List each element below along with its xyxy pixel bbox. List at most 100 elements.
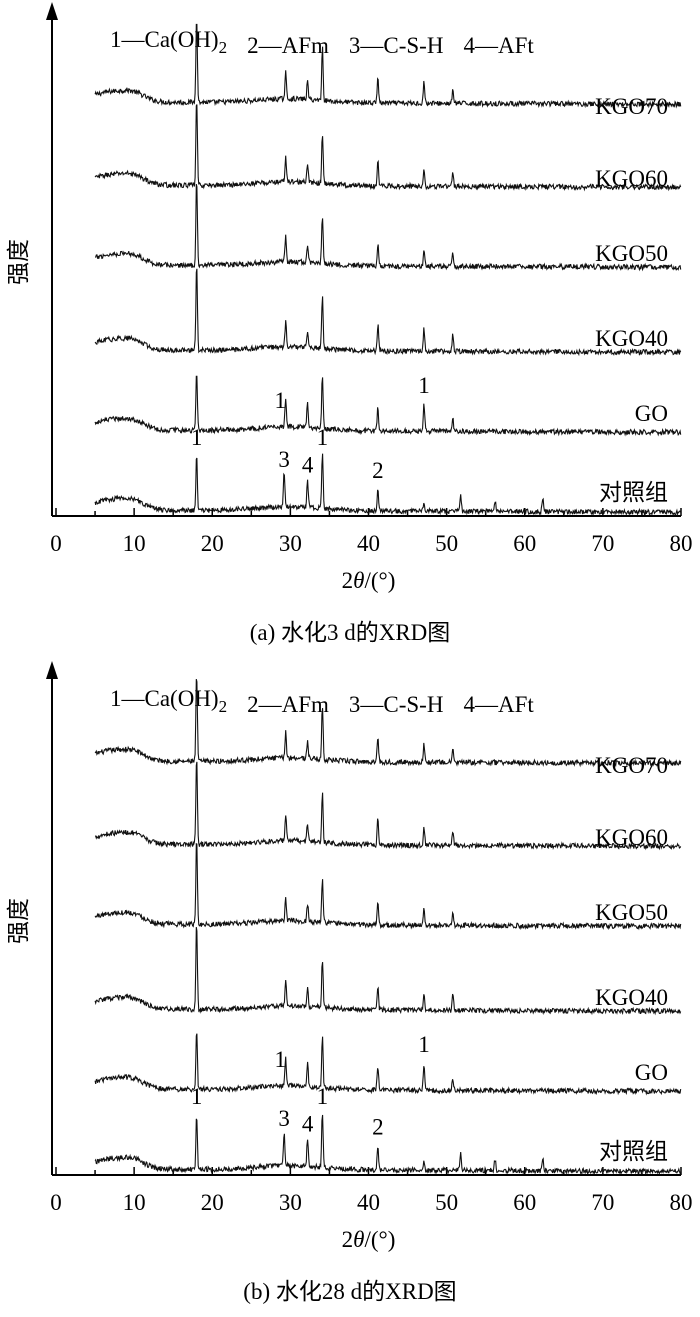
peak-label: 1 xyxy=(274,388,286,413)
series-label: GO xyxy=(635,1060,668,1085)
series-5 xyxy=(94,453,682,517)
peak-label: 1 xyxy=(418,373,430,398)
x-tick-label: 60 xyxy=(513,1190,536,1215)
legend-item-number: 2— xyxy=(247,33,283,58)
x-axis-title: 2θ/(°) xyxy=(342,1227,396,1252)
legend-item-subscript: 2 xyxy=(219,697,228,716)
series-label: KGO50 xyxy=(595,900,668,925)
peak-label: 1 xyxy=(418,1032,430,1057)
y-axis-title: 强度 xyxy=(6,239,31,285)
legend-item-name: Ca(OH) xyxy=(145,27,219,52)
series-label: KGO70 xyxy=(595,753,668,778)
legend-item-number: 3— xyxy=(349,33,385,58)
x-tick-label: 40 xyxy=(357,1190,380,1215)
series-line xyxy=(94,678,682,768)
figure-caption: (b) 水化28 d的XRD图 xyxy=(243,1279,456,1304)
x-axis-title: 2θ/(°) xyxy=(342,568,396,593)
peak-label: 3 xyxy=(278,1106,290,1131)
peak-label: 2 xyxy=(372,458,384,483)
peak-label: 1 xyxy=(191,1084,203,1109)
series-label: KGO40 xyxy=(595,326,668,351)
peak-label: 1 xyxy=(317,1084,329,1109)
x-tick-label: 30 xyxy=(279,531,302,556)
series-label: 对照组 xyxy=(599,1139,668,1164)
legend-item-name: Ca(OH) xyxy=(145,686,219,711)
legend-item-name: C-S-H xyxy=(383,692,443,717)
xrd-chart-3d: 0 10 20 30 40 50 60 70 80 2θ/(°) 强度 1—Ca(OH)2 2—AFm 3… xyxy=(0,0,700,658)
x-tick-label: 20 xyxy=(201,1190,224,1215)
series-label: 对照组 xyxy=(599,480,668,505)
series-0 xyxy=(94,23,682,109)
legend-item-name: AFm xyxy=(282,692,329,717)
y-axis-arrow-icon xyxy=(46,661,58,679)
peak-label: 1 xyxy=(274,1047,286,1072)
x-tick-label: 50 xyxy=(435,531,458,556)
series-4 xyxy=(94,375,682,437)
series-3 xyxy=(94,927,682,1016)
series-label: KGO50 xyxy=(595,241,668,266)
x-tick-label: 0 xyxy=(50,1190,62,1215)
series-label: KGO60 xyxy=(595,825,668,850)
x-tick-label: 70 xyxy=(591,531,614,556)
series-2 xyxy=(94,843,682,931)
series-line xyxy=(94,23,682,109)
x-tick-label: 40 xyxy=(357,531,380,556)
series-line xyxy=(94,1033,682,1096)
series-line xyxy=(94,453,682,517)
legend-item-number: 3— xyxy=(349,692,385,717)
x-tick-label: 80 xyxy=(670,1190,693,1215)
series-line xyxy=(94,268,682,357)
x-tick-label: 50 xyxy=(435,1190,458,1215)
series-3 xyxy=(94,268,682,357)
x-tick-label: 30 xyxy=(279,1190,302,1215)
series-4 xyxy=(94,1033,682,1096)
peak-label: 3 xyxy=(278,447,290,472)
legend: 1—Ca(OH)2 2—AFm 3—C-S-H 4—AFt xyxy=(110,27,534,58)
legend-item-number: 4— xyxy=(463,692,499,717)
x-tick-label: 20 xyxy=(201,531,224,556)
peak-label: 2 xyxy=(372,1114,384,1139)
series-5 xyxy=(94,1114,682,1175)
legend-item-number: 1— xyxy=(110,27,146,52)
legend: 1—Ca(OH)2 2—AFm 3—C-S-H 4—AFt xyxy=(110,686,534,717)
peak-label: 4 xyxy=(302,1112,314,1137)
x-tick-label: 10 xyxy=(123,531,146,556)
x-tick-label: 60 xyxy=(513,531,536,556)
legend-item-number: 1— xyxy=(110,686,146,711)
legend-item-name: C-S-H xyxy=(383,33,443,58)
series-2 xyxy=(95,183,682,272)
peak-label: 1 xyxy=(191,425,203,450)
series-line xyxy=(94,843,682,931)
y-axis-title: 强度 xyxy=(6,898,31,944)
legend-item-subscript: 2 xyxy=(219,38,228,57)
series-1 xyxy=(94,761,682,851)
x-tick-label: 70 xyxy=(591,1190,614,1215)
series-label: KGO70 xyxy=(595,94,668,119)
series-line xyxy=(94,375,682,437)
x-tick-label: 10 xyxy=(123,1190,146,1215)
series-line xyxy=(94,927,682,1016)
series-line xyxy=(94,1114,682,1175)
series-label: KGO60 xyxy=(595,166,668,191)
y-axis-arrow-icon xyxy=(46,2,58,20)
legend-item-name: AFt xyxy=(498,33,534,58)
peak-label: 1 xyxy=(317,425,329,450)
x-tick-label: 0 xyxy=(50,531,62,556)
series-line xyxy=(95,183,682,272)
x-tick-label: 80 xyxy=(670,531,693,556)
series-line xyxy=(94,104,682,192)
peak-label: 4 xyxy=(302,453,314,478)
legend-item-number: 2— xyxy=(247,692,283,717)
xrd-chart-28d: 0 10 20 30 40 50 60 70 80 2θ/(°) 强度 1—Ca(OH)2 2—AFm 3… xyxy=(0,659,700,1317)
series-1 xyxy=(94,104,682,192)
series-label: KGO40 xyxy=(595,985,668,1010)
legend-item-number: 4— xyxy=(463,33,499,58)
series-0 xyxy=(94,678,682,768)
legend-item-name: AFt xyxy=(498,692,534,717)
series-line xyxy=(94,761,682,851)
legend-item-name: AFm xyxy=(282,33,329,58)
series-label: GO xyxy=(635,401,668,426)
figure-caption: (a) 水化3 d的XRD图 xyxy=(250,620,451,645)
